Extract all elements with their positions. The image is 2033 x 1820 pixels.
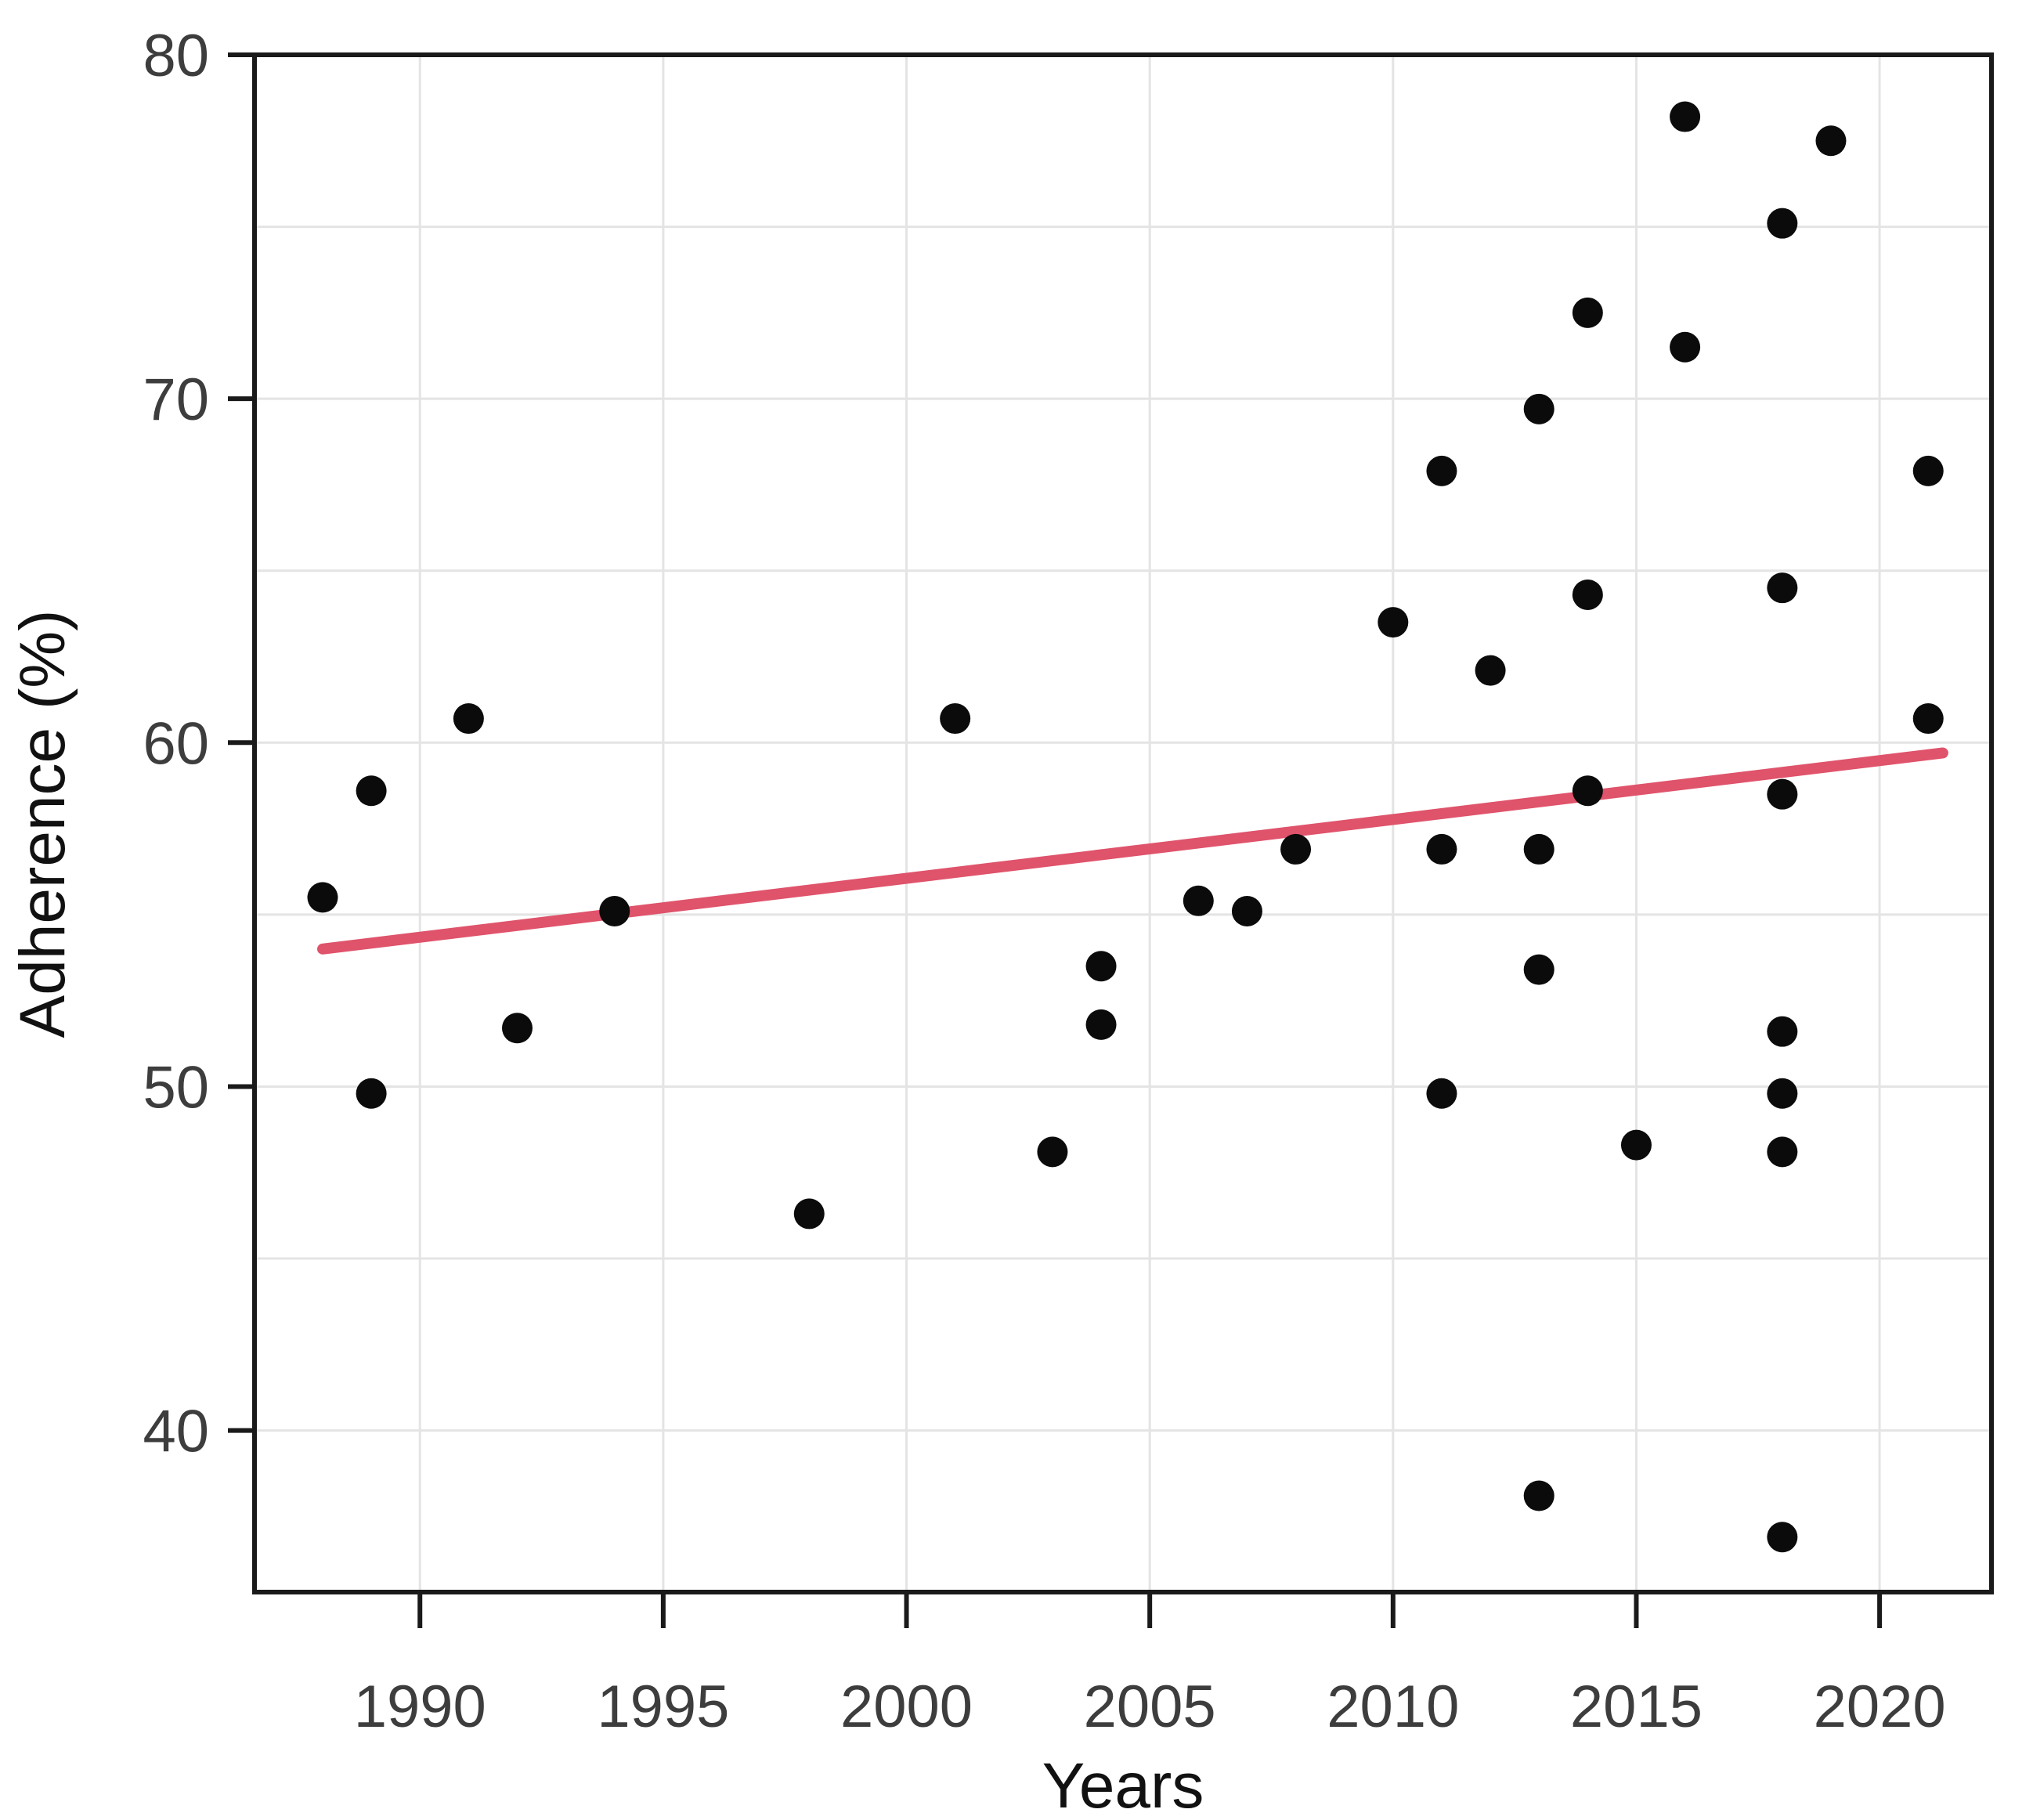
data-point [1572,579,1603,610]
x-tick-label: 1990 [354,1674,486,1740]
data-point [1572,297,1603,328]
trend-line-layer [316,747,1948,955]
data-point [501,1013,533,1044]
x-tick-label: 1995 [597,1674,729,1740]
data-points-layer [307,101,1944,1553]
y-tick-label: 60 [143,710,209,777]
data-point [940,703,971,735]
data-point [1767,1522,1798,1553]
data-point [1523,1480,1555,1511]
data-point [1085,951,1117,982]
tick-labels-layer: 40 50 60 70 80 1990 1995 2000 2005 2010 2015 2020 [143,23,1945,1740]
data-point [1085,1009,1117,1040]
x-axis-title: Years [1042,1750,1204,1820]
data-point [1620,1129,1652,1161]
y-tick-label: 40 [143,1399,209,1465]
x-tick-label: 2000 [840,1674,973,1740]
axis-ticks-layer [228,52,1883,1628]
panel-border [252,52,1994,1594]
data-point [1523,393,1555,424]
data-point [1912,703,1944,735]
y-tick-label: 50 [143,1054,209,1121]
data-point [1231,895,1262,926]
data-point [1378,607,1409,638]
x-tick-label: 2005 [1084,1674,1216,1740]
data-point [599,895,630,926]
data-point [1767,778,1798,810]
trend-line [316,747,1948,955]
data-point [1815,125,1847,157]
data-point [1767,1078,1798,1109]
data-point [1475,655,1506,686]
x-tick-label: 2010 [1327,1674,1459,1740]
data-point [1912,455,1944,486]
data-point [1280,833,1312,865]
data-point [1426,455,1457,486]
data-point [1426,833,1457,865]
data-point [1572,775,1603,807]
y-axis-title: Adherence (%) [7,610,78,1038]
data-point [1523,954,1555,985]
gridlines-layer [255,53,1991,1592]
data-point [1037,1136,1068,1168]
x-tick-label: 2020 [1814,1674,1946,1740]
data-point [1767,208,1798,239]
data-point [1670,331,1701,363]
data-point [1767,1136,1798,1168]
y-tick-label: 80 [143,23,209,89]
x-tick-label: 2015 [1570,1674,1703,1740]
data-point [1670,101,1701,132]
data-point [1767,1016,1798,1047]
panel-border-layer [252,52,1994,1594]
data-point [1767,572,1798,604]
data-point [356,1078,387,1109]
data-point [1523,833,1555,865]
data-point [1183,885,1214,916]
data-point [1426,1078,1457,1109]
data-point [793,1198,825,1230]
y-tick-label: 70 [143,367,209,433]
data-point [453,703,484,735]
data-point [307,882,338,913]
data-point [356,775,387,807]
